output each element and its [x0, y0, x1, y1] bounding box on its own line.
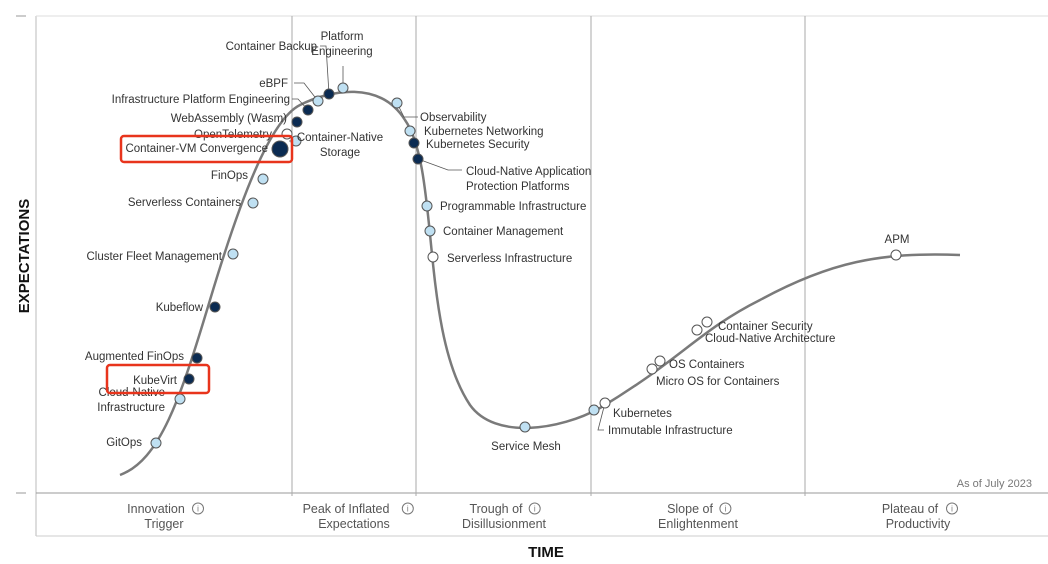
info-icon-glyph: i	[407, 505, 409, 514]
x-axis-title: TIME	[528, 544, 564, 561]
point-micro-os-for-containers[interactable]	[646, 363, 658, 375]
point-kubernetes[interactable]	[588, 404, 600, 416]
label-container-vm-convergence: Container-VM Convergence	[125, 143, 268, 155]
point-platform-engineering[interactable]	[337, 82, 349, 94]
phase-label-trough-of-disillusionment: Trough of	[469, 502, 523, 516]
label-cloud-native-application-protection-platforms: Cloud-Native Application Protection Platf…	[466, 166, 591, 193]
leader-line-immutable-infrastructure	[597, 402, 606, 431]
info-icon-glyph: i	[197, 505, 199, 514]
point-kubeflow[interactable]	[209, 301, 221, 313]
info-icon[interactable]	[192, 502, 204, 515]
info-icon-glyph: i	[534, 505, 536, 514]
point-infrastructure-platform-engineering[interactable]	[302, 104, 314, 116]
label-observability: Observability	[420, 112, 487, 124]
info-icon[interactable]	[528, 502, 541, 515]
phase-label-line2-peak-of-inflated-expectations: Expectations	[318, 517, 390, 531]
label-service-mesh: Service Mesh	[491, 441, 561, 453]
label-kubevirt: KubeVirt	[133, 375, 178, 387]
label-programmable-infrastructure: Programmable Infrastructure	[440, 201, 586, 213]
point-container-vm-convergence[interactable]	[271, 140, 289, 158]
phase-label-plateau-of-productivity: Plateau of	[882, 502, 939, 516]
point-cloud-native-architecture[interactable]	[691, 324, 703, 336]
point-immutable-infrastructure[interactable]	[599, 397, 611, 409]
point-cluster-fleet-management[interactable]	[227, 248, 239, 260]
point-webassembly-wasm[interactable]	[291, 116, 303, 128]
leader-line-ebpf	[294, 82, 319, 102]
point-ebpf[interactable]	[312, 95, 324, 107]
label-os-containers: OS Containers	[669, 359, 745, 371]
phase-label-innovation-trigger: Innovation	[127, 502, 185, 516]
point-apm[interactable]	[890, 249, 902, 261]
phase-label-line2-trough-of-disillusionment: Disillusionment	[462, 517, 547, 531]
highlight-box-kubevirt	[105, 363, 211, 395]
label-kubernetes-security: Kubernetes Security	[426, 139, 530, 151]
phase-label-line2-slope-of-enlightenment: Enlightenment	[658, 517, 738, 531]
point-container-security[interactable]	[701, 316, 713, 328]
label-kubernetes: Kubernetes	[613, 408, 672, 420]
point-kubernetes-security[interactable]	[408, 137, 420, 149]
point-kubevirt[interactable]	[183, 373, 195, 385]
point-programmable-infrastructure[interactable]	[421, 200, 433, 212]
point-serverless-containers[interactable]	[247, 197, 259, 209]
phase-label-line2-innovation-trigger: Trigger	[144, 517, 183, 531]
label-container-backup: Container Backup	[226, 41, 317, 53]
label-container-native-storage: Container-Native Storage	[297, 132, 383, 159]
info-icon[interactable]	[401, 502, 414, 515]
label-webassembly-wasm: WebAssembly (Wasm)	[171, 113, 287, 125]
as-of-note: As of July 2023	[957, 478, 1032, 490]
info-icon-glyph: i	[724, 505, 726, 514]
label-container-management: Container Management	[443, 226, 564, 238]
point-cloud-native-application-protection-platforms[interactable]	[412, 153, 424, 165]
label-apm: APM	[885, 234, 910, 246]
info-icon[interactable]	[946, 502, 958, 515]
info-icon-glyph: i	[951, 505, 953, 514]
label-cloud-native-architecture: Cloud-Native Architecture	[705, 333, 835, 345]
point-container-backup[interactable]	[323, 88, 335, 100]
point-augmented-finops[interactable]	[191, 352, 203, 364]
label-kubernetes-networking: Kubernetes Networking	[424, 126, 544, 138]
label-gitops: GitOps	[106, 437, 142, 449]
label-kubeflow: Kubeflow	[156, 302, 204, 314]
label-container-security: Container Security	[718, 321, 813, 333]
phase-label-slope-of-enlightenment: Slope of	[667, 502, 713, 516]
info-icon[interactable]	[719, 502, 732, 515]
label-serverless-infrastructure: Serverless Infrastructure	[447, 253, 572, 265]
point-service-mesh[interactable]	[519, 421, 531, 433]
label-micro-os-for-containers: Micro OS for Containers	[656, 376, 780, 388]
label-finops: FinOps	[211, 170, 248, 182]
label-cluster-fleet-management: Cluster Fleet Management	[86, 251, 222, 263]
phase-label-line2-plateau-of-productivity: Productivity	[886, 517, 951, 531]
point-os-containers[interactable]	[654, 355, 666, 367]
point-observability[interactable]	[391, 97, 403, 109]
point-cloud-native-infrastructure[interactable]	[174, 393, 186, 405]
point-container-management[interactable]	[424, 225, 436, 237]
leader-line-container-backup	[320, 45, 330, 95]
y-axis-title: EXPECTATIONS	[16, 199, 33, 313]
leader-line-cloud-native-application-protection-platforms	[417, 158, 462, 171]
highlight-box-container-vm-convergence	[119, 134, 294, 164]
label-platform-engineering: Platform Engineering	[311, 31, 372, 58]
label-augmented-finops: Augmented FinOps	[85, 351, 184, 363]
point-kubernetes-networking[interactable]	[404, 125, 416, 137]
label-infrastructure-platform-engineering: Infrastructure Platform Engineering	[112, 94, 290, 106]
point-serverless-infrastructure[interactable]	[427, 251, 439, 263]
point-gitops[interactable]	[150, 437, 162, 449]
label-serverless-containers: Serverless Containers	[128, 197, 241, 209]
point-finops[interactable]	[257, 173, 269, 185]
label-ebpf: eBPF	[259, 78, 288, 90]
label-immutable-infrastructure: Immutable Infrastructure	[608, 425, 733, 437]
phase-label-peak-of-inflated-expectations: Peak of Inflated	[303, 502, 390, 516]
